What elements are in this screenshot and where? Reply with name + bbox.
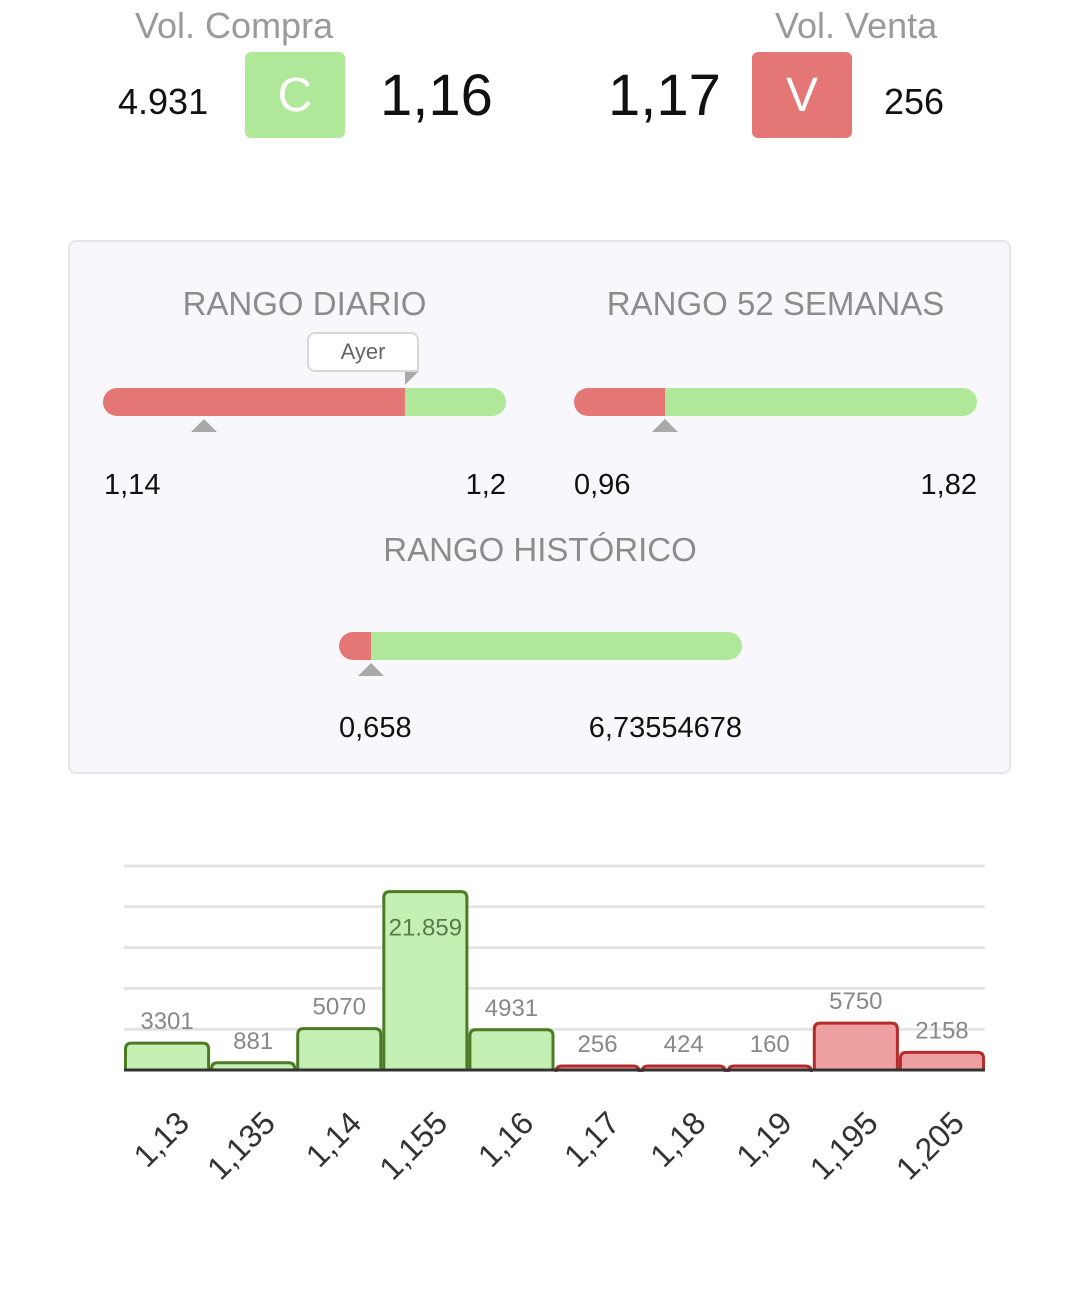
yesterday-marker-pointer	[405, 372, 418, 385]
ranges-panel	[68, 240, 1011, 774]
historic-range-high: 6,73554678	[588, 712, 742, 744]
daily-range-down-segment	[103, 388, 406, 416]
sell-price: 1,17	[608, 63, 721, 128]
bar-value-label: 3301	[140, 1008, 193, 1035]
x-tick-label: 1,135	[200, 1104, 282, 1186]
bar-value-label: 424	[664, 1031, 704, 1058]
historic-range-low: 0,658	[339, 712, 412, 744]
bar-value-label: 5070	[313, 994, 366, 1021]
weeks52-range-title: RANGO 52 SEMANAS	[606, 285, 945, 322]
x-tick-label: 1,195	[803, 1104, 885, 1186]
weeks52-range-down-segment	[574, 388, 665, 416]
historic-range-down-segment	[339, 632, 372, 660]
x-tick-label: 1,13	[127, 1104, 196, 1173]
sell-volume-label: Vol. Venta	[775, 5, 938, 46]
x-tick-label: 1,14	[299, 1104, 368, 1173]
buy-volume: 4.931	[118, 81, 209, 122]
daily-range-title: RANGO DIARIO	[182, 285, 427, 322]
historic-current-marker	[358, 663, 385, 676]
chart-bar	[898, 1050, 985, 1072]
chart-bar	[812, 1021, 899, 1072]
buy-button[interactable]: C	[245, 52, 345, 138]
weeks52-range-up-segment	[664, 388, 977, 416]
bar-value-label: 2158	[915, 1017, 968, 1044]
weeks52-current-marker	[651, 419, 678, 432]
chart-bar	[468, 1028, 555, 1072]
x-tick-label: 1,155	[372, 1104, 454, 1186]
bar-value-label: 160	[750, 1031, 790, 1058]
bar-value-label: 5750	[829, 988, 882, 1015]
chart-bar	[210, 1061, 297, 1072]
x-tick-label: 1,19	[729, 1104, 798, 1173]
historic-range-bar	[339, 632, 742, 660]
daily-range-low: 1,14	[104, 469, 161, 501]
chart-bar	[124, 1041, 211, 1072]
x-tick-label: 1,16	[471, 1104, 540, 1173]
sell-volume: 256	[884, 81, 945, 122]
bar-value-label: 881	[233, 1028, 273, 1055]
x-tick-label: 1,205	[889, 1104, 971, 1186]
historic-range-title: RANGO HISTÓRICO	[383, 531, 697, 568]
chart-bar	[296, 1027, 383, 1072]
x-tick-label: 1,17	[557, 1104, 626, 1173]
x-tick-label: 1,18	[643, 1104, 712, 1173]
chart-bar	[382, 890, 469, 1072]
yesterday-marker-label: Ayer	[307, 332, 419, 372]
weeks52-range-low: 0,96	[574, 469, 631, 501]
daily-range-up-segment	[405, 388, 506, 416]
historic-range-up-segment	[371, 632, 742, 660]
bar-value-label: 4931	[485, 995, 538, 1022]
sell-button[interactable]: V	[752, 52, 852, 138]
buy-volume-label: Vol. Compra	[135, 5, 334, 46]
weeks52-range-bar	[574, 388, 977, 416]
daily-range-bar	[103, 388, 506, 416]
weeks52-range-high: 1,82	[920, 469, 977, 501]
daily-range-high: 1,2	[465, 469, 506, 501]
bar-value-label: 256	[578, 1031, 618, 1058]
volume-by-price-chart: 3301 1,13 881 1,135 5070 1,14 21.859 1,155 4931 1…	[124, 864, 985, 1187]
daily-current-marker	[190, 419, 217, 432]
buy-price: 1,16	[380, 63, 493, 128]
bar-value-label: 21.859	[389, 915, 462, 942]
